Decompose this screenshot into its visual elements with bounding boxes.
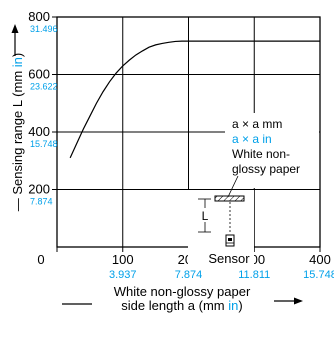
x-axis-label-line1: White non-glossy paper bbox=[114, 284, 251, 299]
annotation-box bbox=[225, 113, 319, 188]
y-tick-label-inch: 7.874 bbox=[30, 197, 53, 207]
x-tick-label-inch: 7.874 bbox=[175, 269, 203, 281]
x-tick-label-inch: 11.811 bbox=[238, 269, 270, 281]
x-tick-label: 400 bbox=[309, 252, 331, 267]
sensor-icon bbox=[225, 234, 235, 247]
x-axis-label-line2: side length a (mm in) bbox=[121, 298, 242, 313]
sensing-range-curve bbox=[69, 40, 320, 159]
distance-label-bg bbox=[199, 208, 211, 222]
x-axis-label-line2-unit: in bbox=[228, 298, 238, 313]
y-tick-label-inch: 15.748 bbox=[30, 139, 58, 149]
y-tick-label-inch: 23.622 bbox=[30, 82, 58, 92]
y-axis-label-unit: in bbox=[10, 57, 25, 67]
target-size-mm: a × a mm bbox=[232, 117, 282, 131]
x-tick-label-inch: 3.937 bbox=[109, 269, 137, 281]
paper-leader-line bbox=[227, 175, 239, 198]
paper-label-line1: White non- bbox=[232, 147, 290, 161]
paper-label-line2: glossy paper bbox=[232, 162, 300, 176]
target-size-in: a × a in bbox=[232, 132, 272, 146]
x-axis-label-line2-suffix: ) bbox=[238, 298, 242, 313]
paper-target-icon bbox=[214, 195, 245, 202]
y-axis-label-prefix: — Sensing range L (mm bbox=[10, 67, 25, 211]
y-axis-label: — Sensing range L (mm in) bbox=[10, 53, 25, 212]
y-tick-label: 400 bbox=[28, 124, 50, 139]
x-tick-label: 100 bbox=[112, 252, 134, 267]
diagram-background bbox=[188, 190, 254, 266]
x-tick-label: 0 bbox=[37, 252, 44, 267]
distance-label: L bbox=[202, 209, 209, 223]
y-axis-label-suffix: ) bbox=[10, 53, 25, 57]
y-tick-label-inch: 31.496 bbox=[30, 24, 58, 34]
tick-labels: 01003.9372007.87430011.81140015.7482007.… bbox=[28, 9, 334, 281]
x-axis-arrow-head bbox=[294, 297, 303, 305]
x-tick-label-inch: 15.748 bbox=[303, 269, 334, 281]
y-tick-label: 600 bbox=[28, 67, 50, 82]
y-axis-arrow-head bbox=[11, 24, 19, 33]
y-tick-label: 800 bbox=[28, 9, 50, 24]
sensor-label: Sensor bbox=[208, 251, 250, 266]
x-axis-label-line2-prefix: side length a (mm bbox=[121, 298, 228, 313]
y-tick-label: 200 bbox=[28, 182, 50, 197]
